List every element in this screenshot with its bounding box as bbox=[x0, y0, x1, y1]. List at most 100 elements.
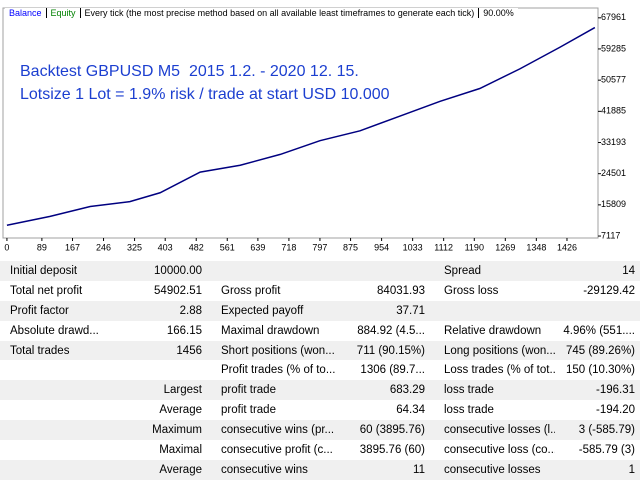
table-cell: 54902.51 bbox=[154, 284, 202, 297]
y-tick-label: 50577 bbox=[601, 75, 626, 85]
table-cell: 1306 (89.7... bbox=[360, 364, 425, 377]
table-cell: 10000.00 bbox=[130, 261, 207, 281]
table-cell: Absolute drawd... bbox=[10, 324, 99, 337]
chart-header: Balance Equity Every tick (the most precis… bbox=[5, 8, 518, 18]
header-item: Equity bbox=[45, 8, 80, 18]
header-item: 90.00% bbox=[478, 8, 518, 18]
table-cell: Maximal bbox=[159, 443, 202, 456]
table-cell: Average bbox=[159, 404, 202, 417]
annotation: Backtest GBPUSD M5 2015 1.2. - 2020 12. … bbox=[20, 63, 359, 80]
table-row: Average profit trade 64.34 loss trade -194.2… bbox=[0, 400, 640, 420]
table-cell: 150 (10.30%) bbox=[565, 364, 635, 377]
x-tick-label: 1426 bbox=[557, 242, 577, 252]
table-cell: loss trade bbox=[430, 380, 555, 401]
table-cell: consecutive profit (c... bbox=[221, 443, 333, 456]
table-row: Total net profit 54902.51 Gross profit 8403… bbox=[0, 281, 640, 301]
table-cell: Gross profit bbox=[221, 284, 281, 297]
x-tick-label: 954 bbox=[374, 242, 389, 252]
y-tick-label: 7117 bbox=[601, 230, 620, 240]
x-tick-label: 639 bbox=[250, 242, 265, 252]
table-cell: Average bbox=[130, 459, 207, 480]
table-cell: Profit trades (% of to... bbox=[221, 364, 336, 377]
y-tick-label: 24501 bbox=[601, 168, 626, 178]
table-row: Profit trades (% of to... 1306 (89.7... Lo… bbox=[0, 360, 640, 380]
table-cell bbox=[355, 261, 430, 281]
table-cell: 1 bbox=[555, 459, 640, 480]
table-cell: profit trade bbox=[221, 404, 276, 417]
table-cell: 166.15 bbox=[166, 324, 202, 337]
table-cell: Total net profit bbox=[10, 284, 83, 297]
series-line bbox=[6, 26, 596, 226]
table-cell: consecutive losses (l... bbox=[430, 420, 555, 441]
x-tick-label: 0 bbox=[4, 242, 9, 252]
table-cell: Largest bbox=[130, 380, 207, 401]
table-cell: 683.29 bbox=[355, 380, 430, 401]
report-table: Initial deposit 10000.00 Spread 14 Total net… bbox=[0, 261, 640, 480]
table-row: Initial deposit 10000.00 Spread 14 bbox=[0, 261, 640, 281]
table-row: Maximum consecutive wins (pr... 60 (3895.7… bbox=[0, 420, 640, 441]
x-tick-label: 718 bbox=[281, 242, 296, 252]
table-cell: Relative drawdown bbox=[444, 324, 542, 337]
table-cell: 64.34 bbox=[396, 404, 425, 417]
table-row: Absolute drawd... 166.15 Maximal drawdown 8… bbox=[0, 321, 640, 341]
x-tick-label: 325 bbox=[127, 242, 142, 252]
x-tick-label: 561 bbox=[220, 242, 235, 252]
table-row: Profit factor 2.88 Expected payoff 37.71 bbox=[0, 300, 640, 321]
table-cell: 711 (90.15%) bbox=[355, 340, 430, 361]
table-cell bbox=[555, 300, 640, 321]
table-cell: Long positions (won... bbox=[430, 340, 555, 361]
x-tick-label: 1112 bbox=[434, 242, 453, 252]
x-tick-label: 403 bbox=[158, 242, 173, 252]
y-tick-label: 67961 bbox=[601, 12, 626, 22]
table-cell: consecutive losses bbox=[430, 459, 555, 480]
table-cell: Total trades bbox=[0, 340, 130, 361]
legend-entry: Balance bbox=[9, 8, 42, 18]
table-cell bbox=[130, 360, 207, 380]
table-cell: consecutive wins bbox=[207, 459, 355, 480]
table-cell: -585.79 (3) bbox=[578, 443, 635, 456]
table-cell: Initial deposit bbox=[0, 261, 130, 281]
table-cell: profit trade bbox=[207, 380, 355, 401]
table-row: Average consecutive wins 11 consecutive los… bbox=[0, 459, 640, 480]
table-cell bbox=[0, 440, 130, 460]
table-cell: 2.88 bbox=[130, 300, 207, 321]
table-cell: loss trade bbox=[444, 404, 494, 417]
table-cell: Gross loss bbox=[444, 284, 499, 297]
y-tick-label: 59285 bbox=[601, 43, 626, 53]
table-row: Largest profit trade 683.29 loss trade -196.… bbox=[0, 380, 640, 401]
table-cell bbox=[0, 380, 130, 401]
table-cell: Maximal drawdown bbox=[221, 324, 320, 337]
table-cell: -194.20 bbox=[595, 404, 635, 417]
x-tick-label: 1269 bbox=[495, 242, 515, 252]
table-cell: -196.31 bbox=[555, 380, 640, 401]
table-cell: Spread bbox=[430, 261, 555, 281]
y-tick-label: 33193 bbox=[601, 137, 626, 147]
table-cell: 3895.76 (60) bbox=[359, 443, 425, 456]
x-tick-label: 1190 bbox=[465, 242, 484, 252]
x-tick-label: 875 bbox=[343, 242, 358, 252]
table-row: Maximal consecutive profit (c... 3895.76 (… bbox=[0, 440, 640, 460]
table-cell: Short positions (won... bbox=[207, 340, 355, 361]
table-cell: consecutive wins (pr... bbox=[207, 420, 355, 441]
table-cell: Expected payoff bbox=[207, 300, 355, 321]
x-tick-label: 89 bbox=[37, 242, 47, 252]
x-tick-label: 1033 bbox=[403, 242, 423, 252]
table-cell: 745 (89.26%) bbox=[555, 340, 640, 361]
table-cell: Loss trades (% of tot... bbox=[444, 364, 555, 377]
table-cell bbox=[0, 360, 130, 380]
x-tick-label: 797 bbox=[312, 242, 327, 252]
x-tick-label: 246 bbox=[96, 242, 111, 252]
table-cell: 3 (-585.79) bbox=[555, 420, 640, 441]
table-row: Total trades 1456 Short positions (won... 7… bbox=[0, 340, 640, 361]
annotation: Lotsize 1 Lot = 1.9% risk / trade at sta… bbox=[20, 86, 390, 103]
table-cell bbox=[430, 300, 555, 321]
table-cell bbox=[0, 420, 130, 441]
x-tick-label: 167 bbox=[65, 242, 80, 252]
table-cell: 60 (3895.76) bbox=[355, 420, 430, 441]
plot-area bbox=[2, 7, 599, 239]
y-tick-label: 41885 bbox=[601, 106, 626, 116]
table-cell: 37.71 bbox=[355, 300, 430, 321]
table-cell: 84031.93 bbox=[377, 284, 425, 297]
table-cell bbox=[207, 261, 355, 281]
